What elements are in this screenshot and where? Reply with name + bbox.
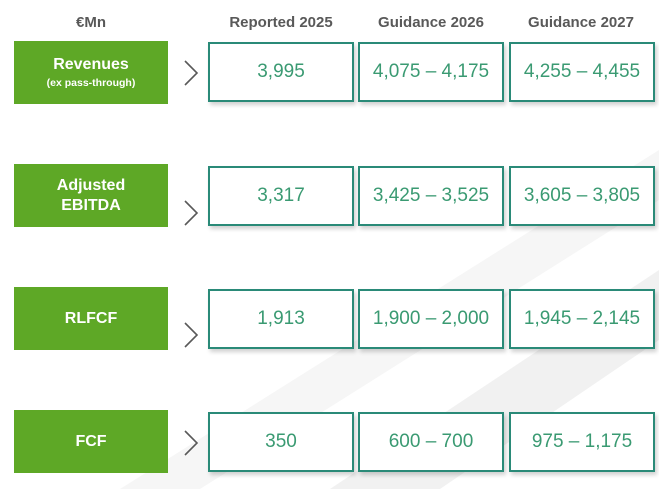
- value-fcf-2025: 350: [208, 412, 354, 472]
- row-label-text: RLFCF: [64, 309, 118, 327]
- value-rlfcf-2027: 1,945 – 2,145: [509, 289, 655, 349]
- value-revenues-2026: 4,075 – 4,175: [358, 42, 504, 102]
- row-label-text: FCF: [75, 432, 107, 450]
- row-label-adjusted-ebitda: Adjusted EBITDA: [14, 164, 168, 227]
- row-sublabel-text: (ex pass-through): [46, 77, 136, 89]
- row-label-text: Adjusted EBITDA: [56, 176, 126, 214]
- chevron-right-icon: [184, 60, 199, 86]
- value-fcf-2027: 975 – 1,175: [509, 412, 655, 472]
- value-rlfcf-2025: 1,913: [208, 289, 354, 349]
- chevron-right-icon: [184, 322, 199, 348]
- chevron-right-icon: [184, 200, 199, 226]
- unit-header: €Mn: [76, 14, 106, 31]
- row-label-rlfcf: RLFCF: [14, 287, 168, 350]
- column-header-guidance-2027: Guidance 2027: [528, 14, 634, 31]
- column-header-guidance-2026: Guidance 2026: [378, 14, 484, 31]
- value-ebitda-2026: 3,425 – 3,525: [358, 166, 504, 226]
- value-ebitda-2027: 3,605 – 3,805: [509, 166, 655, 226]
- column-header-reported-2025: Reported 2025: [229, 14, 333, 31]
- row-label-revenues: Revenues (ex pass-through): [14, 41, 168, 104]
- value-revenues-2025: 3,995: [208, 42, 354, 102]
- row-label-text: Revenues: [53, 56, 129, 73]
- value-revenues-2027: 4,255 – 4,455: [509, 42, 655, 102]
- chevron-right-icon: [184, 430, 199, 456]
- value-rlfcf-2026: 1,900 – 2,000: [358, 289, 504, 349]
- value-fcf-2026: 600 – 700: [358, 412, 504, 472]
- value-ebitda-2025: 3,317: [208, 166, 354, 226]
- row-label-fcf: FCF: [14, 410, 168, 473]
